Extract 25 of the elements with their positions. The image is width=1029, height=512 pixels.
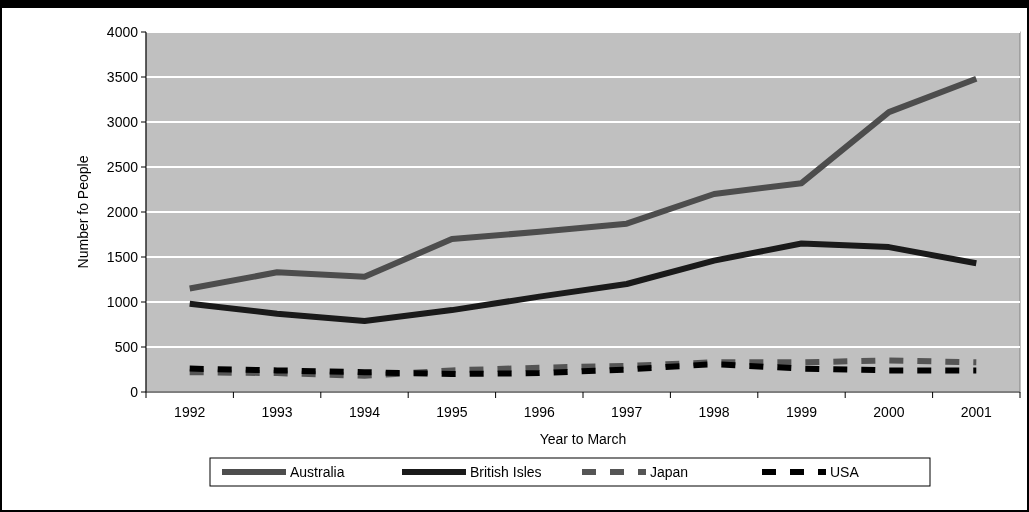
- y-tick-label: 2000: [106, 203, 139, 220]
- x-tick-label: 1994: [348, 404, 381, 420]
- legend-label: USA: [830, 463, 860, 480]
- y-tick-label: 1500: [106, 248, 139, 265]
- x-tick-label: 1997: [611, 404, 643, 420]
- x-tick-label: 1993: [261, 404, 293, 420]
- x-axis-title: Year to March: [539, 431, 627, 447]
- legend-label: Australia: [290, 463, 345, 480]
- x-tick-label: 1999: [785, 404, 818, 420]
- x-tick-label: 2000: [873, 404, 905, 420]
- legend-label: British Isles: [470, 463, 542, 480]
- x-tick-label: 1995: [436, 404, 468, 420]
- x-tick-label: 1998: [698, 404, 730, 420]
- y-tick-label: 500: [114, 338, 139, 355]
- legend-label: Japan: [650, 463, 689, 480]
- x-tick-label: 1992: [174, 404, 206, 420]
- y-tick-label: 3500: [106, 68, 139, 85]
- y-tick-label: 4000: [106, 23, 139, 40]
- y-axis-title: Number fo People: [75, 155, 91, 269]
- y-tick-label: 1000: [106, 293, 139, 310]
- x-tick-label: 1996: [523, 404, 556, 420]
- x-tick-label: 2001: [960, 404, 993, 420]
- y-tick-label: 3000: [106, 113, 139, 130]
- y-tick-label: 2500: [106, 158, 139, 175]
- y-tick-label: 0: [130, 383, 139, 400]
